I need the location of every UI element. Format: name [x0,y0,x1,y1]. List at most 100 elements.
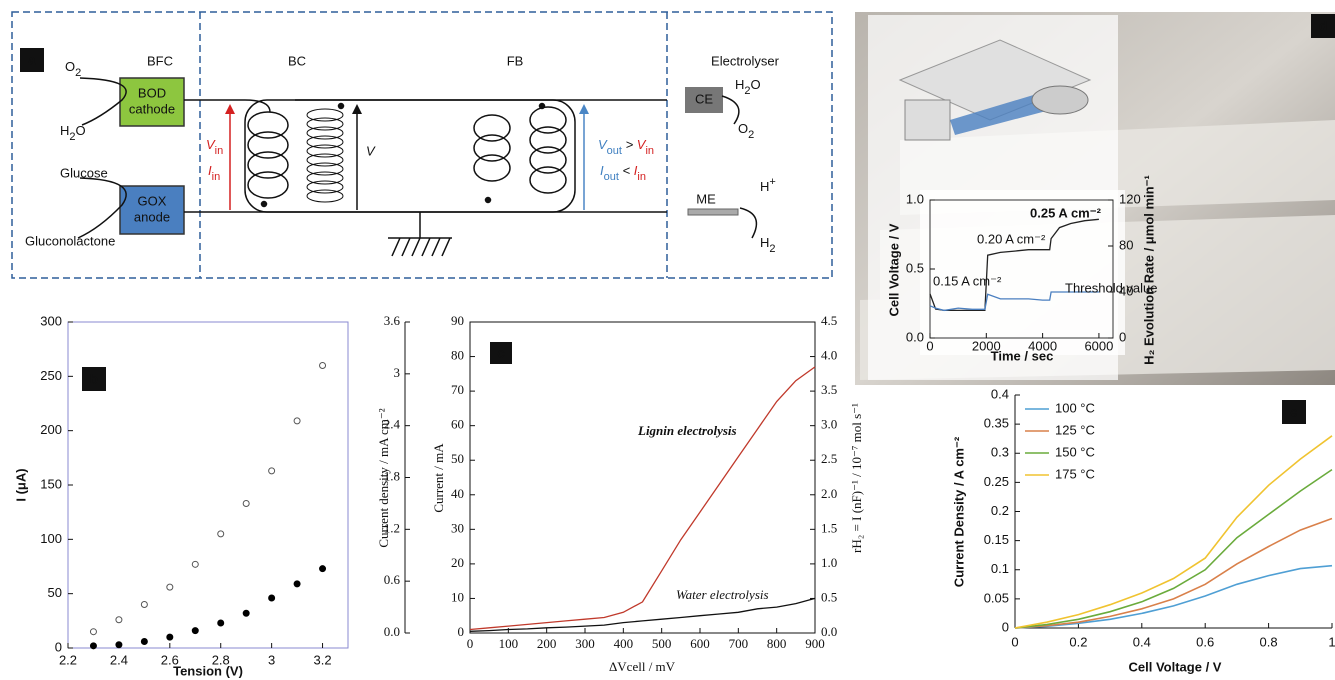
annotation: 0.25 A cm⁻² [1030,205,1102,220]
panel-label: a [28,52,36,67]
y-tick-label: 20 [451,555,464,570]
panel-d-photo [855,12,1335,385]
annotation: 0.20 A cm⁻² [977,231,1046,246]
dashed-frame [11,11,833,279]
arrow [739,207,758,239]
data-point [115,616,123,624]
data-point [89,628,97,636]
label-part: > [622,137,637,152]
box-label: BOD [138,85,166,100]
y3-label: Current density / mA cm⁻² [376,408,391,547]
diagram-label: CE [695,91,713,106]
data-line [469,597,816,632]
y2-tick-label: 4.5 [821,313,837,328]
y3-tick-label: 1.8 [384,468,400,483]
coil-dense [306,108,344,203]
data-point [217,619,225,627]
x-tick-label: 600 [690,636,710,651]
y-tick-label: 0 [55,639,62,654]
y-tick-label: 0.0 [906,329,924,344]
x-tick-label: 300 [575,636,595,651]
x-tick-label: 0.6 [1196,634,1214,649]
y2-tick-label: 0.5 [821,589,837,604]
y-tick-label: 10 [451,589,464,604]
label-part: H [60,123,69,138]
label-part: I [600,163,604,178]
diagram-label: H2 [760,235,776,254]
label-part: V [206,137,216,152]
data-line [1014,435,1333,629]
y-tick-label: 0.3 [991,445,1009,460]
y-label: Current Density / A cm⁻² [951,436,966,587]
bod-box [119,77,185,127]
panel-label-box [1282,400,1306,424]
data-line [469,366,816,631]
y-tick-label: 0.05 [984,590,1009,605]
arrow [721,95,740,125]
diagram-label: BFC [147,53,173,68]
diagram-label: O2 [65,59,81,78]
ce-box [685,87,723,113]
panel-label: e [1290,404,1297,419]
x-tick-label: 500 [652,636,672,651]
y2-tick-label: 1.0 [821,555,837,570]
x-tick-label: 2.8 [212,652,230,667]
diagram-label: H2O [735,77,761,96]
y-tick-label: 150 [40,476,62,491]
x-tick-label: 3 [268,652,275,667]
label-part: O [76,123,86,138]
data-point [293,417,301,425]
label-part: + [769,176,775,188]
y3-tick-label: 3 [394,365,401,380]
arrow [77,177,127,239]
panel-a-diagram [11,11,833,279]
y-tick-label: 200 [40,422,62,437]
y-tick-label: 50 [48,585,62,600]
label-part: H [760,179,769,194]
data-point [242,499,250,507]
x-tick-label: 400 [614,636,634,651]
x-tick-label: 0 [467,636,474,651]
y2-tick-label: 2.0 [821,486,837,501]
y-tick-label: 30 [451,520,464,535]
data-point [140,637,148,645]
legend-label: 125 °C [1055,422,1095,437]
data-point [191,627,199,635]
box-label: GOX [138,193,167,208]
x-tick-label: 3.2 [314,652,332,667]
label-part: H [760,235,769,250]
x-tick-label: 700 [729,636,749,651]
panel-label-box [20,48,44,72]
label-part: out [604,171,619,183]
data-point [115,641,123,649]
y3-tick-label: 1.2 [384,520,400,535]
data-point [293,580,301,588]
label-part: 2 [769,243,775,255]
annotation: Threshold value [1065,280,1158,295]
y2-tick-label: 0 [1119,329,1126,344]
y3-tick-label: 0.6 [384,572,401,587]
diagram-label: Glucose [60,165,108,180]
y-tick-label: 90 [451,313,464,328]
annotation: Water electrolysis [676,587,769,602]
data-point [242,609,250,617]
coil-fb [473,106,567,194]
x-tick-label: 0 [926,338,933,353]
y-tick-label: 0 [1002,619,1009,634]
label-part: O [738,121,748,136]
y2-tick-label: 0.0 [821,624,837,639]
y3-tick-label: 0.0 [384,624,400,639]
annotation: 0.15 A cm⁻² [933,273,1002,288]
y-tick-label: 0 [458,624,465,639]
label-part: in [212,171,221,183]
y-tick-label: 0.4 [991,386,1009,401]
x-tick-label: 100 [499,636,519,651]
diagram-label: Vout > Vin [598,137,654,156]
data-point [140,601,148,609]
data-point [268,594,276,602]
x-tick-label: 2.4 [110,652,128,667]
box-label: anode [134,209,170,224]
y-tick-label: 40 [451,486,464,501]
diagram-label: BC [288,53,306,68]
diagram-label: Iin [208,163,220,182]
